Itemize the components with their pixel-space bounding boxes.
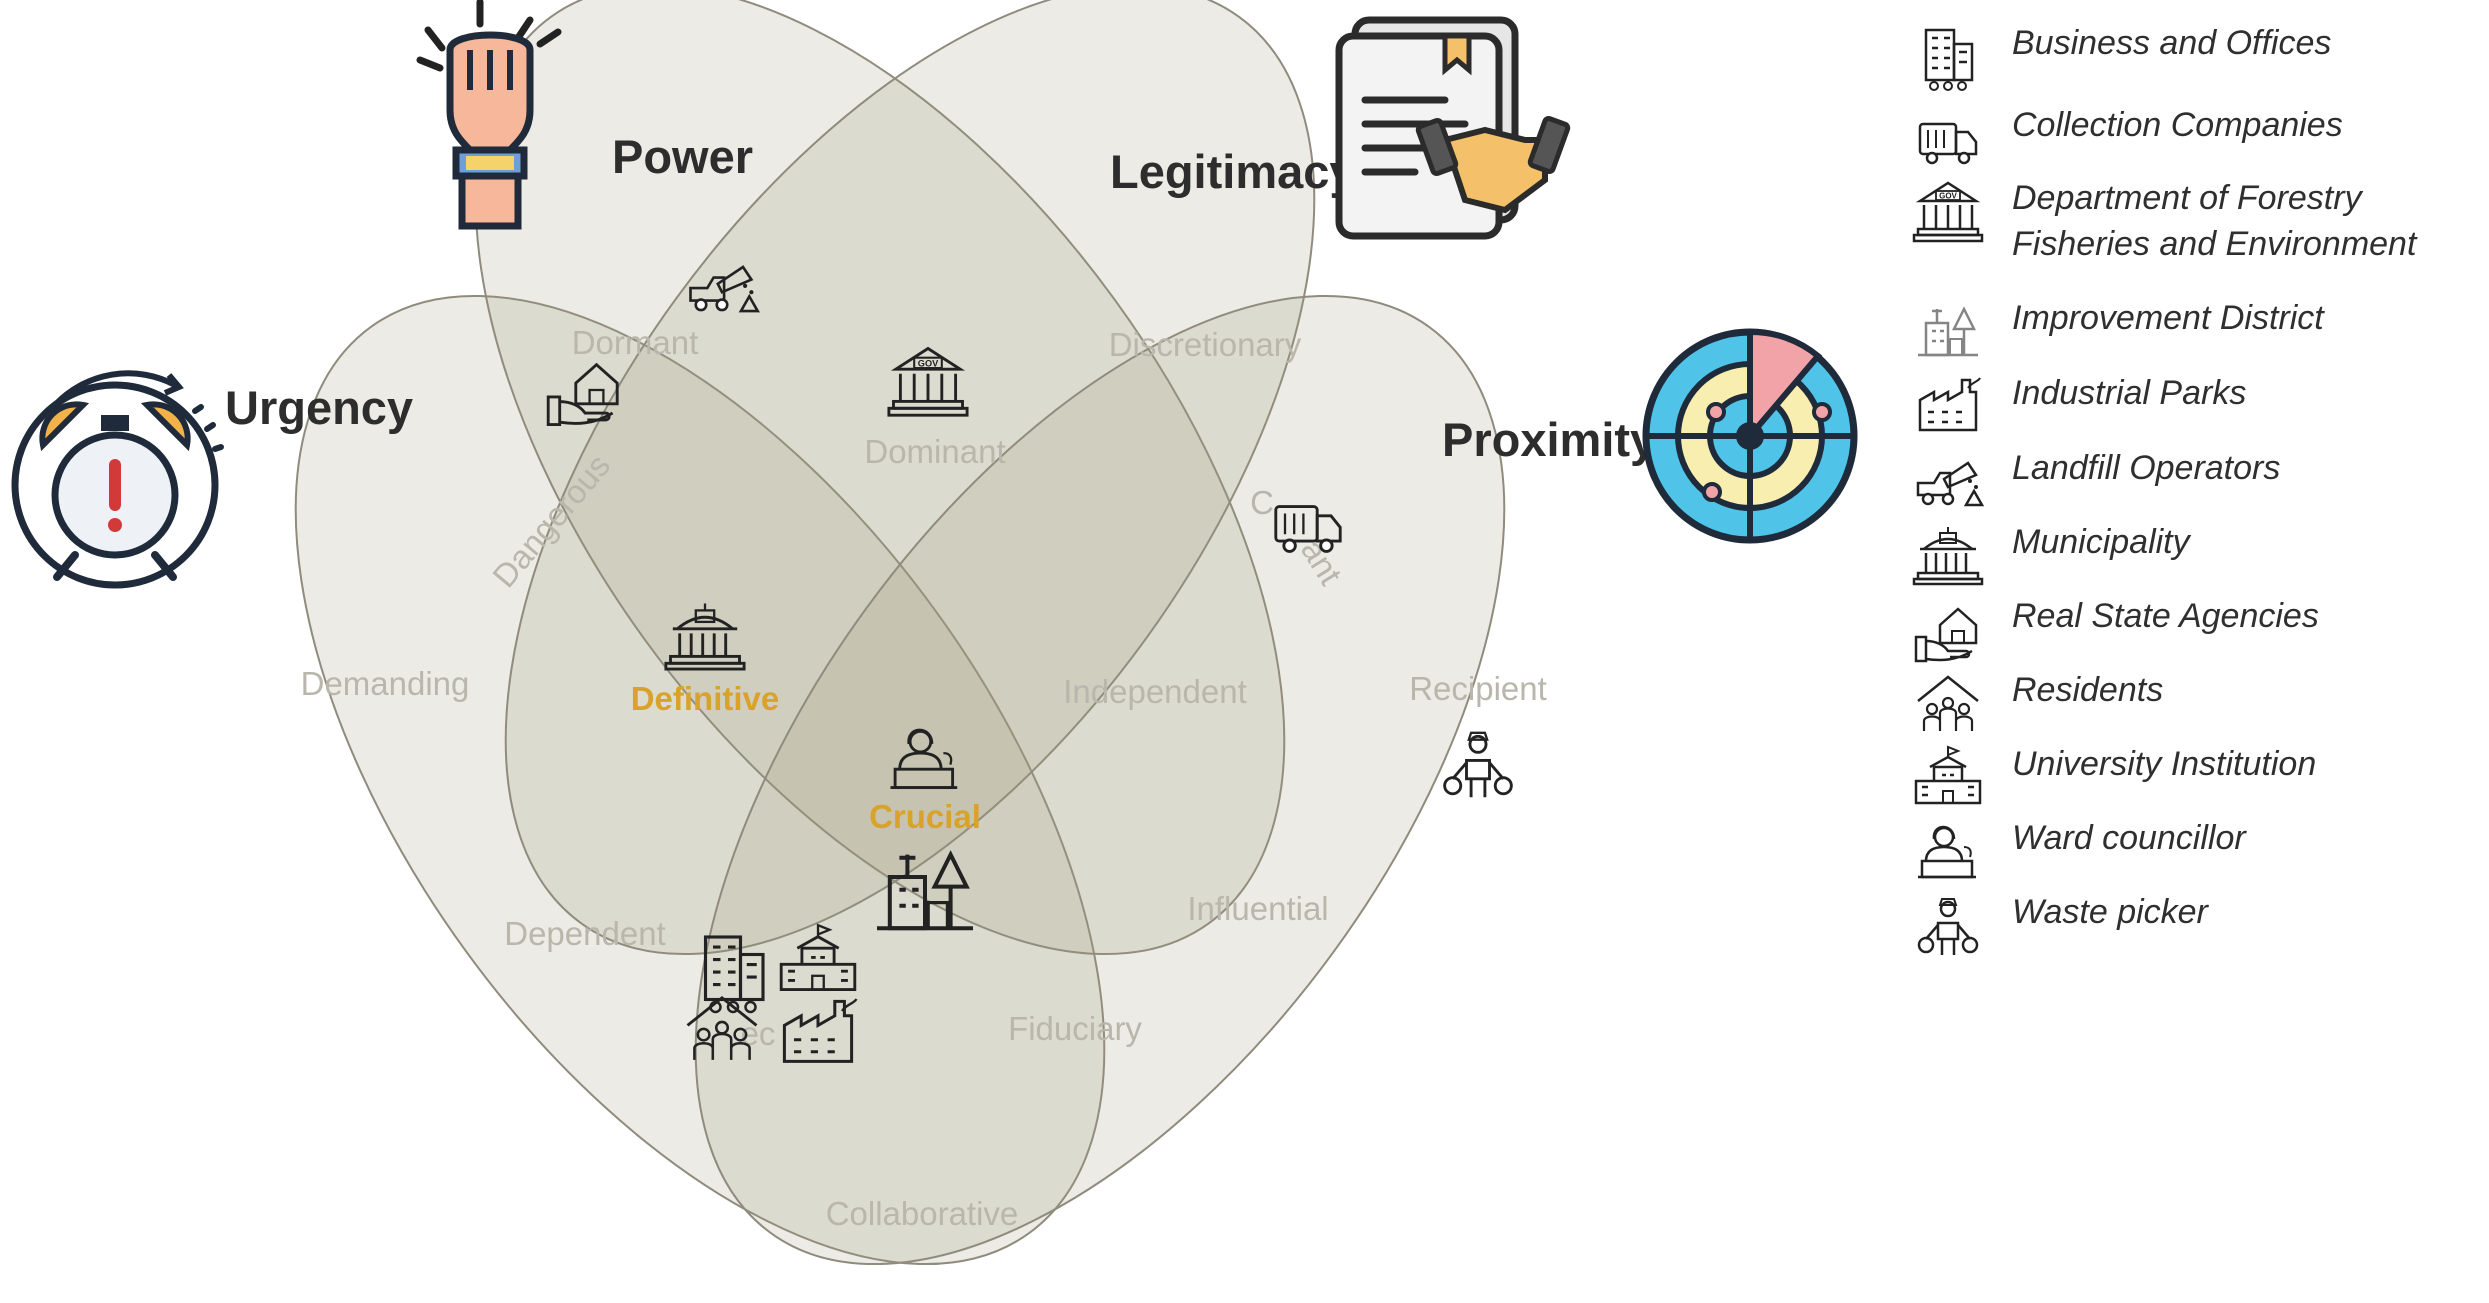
legend-label: Landfill Operators xyxy=(2012,449,2281,487)
dimension-labels: Power Legitimacy Urgency Proximity xyxy=(225,130,1656,466)
councillor-icon xyxy=(1916,825,1978,879)
legend-item: Landfill Operators xyxy=(1908,445,2482,521)
legend-label: Industrial Parks xyxy=(2012,374,2247,412)
radar-icon xyxy=(1642,328,1858,544)
raised-fist-icon xyxy=(416,0,562,230)
government-building-icon xyxy=(1912,181,1984,243)
waste-picker-icon xyxy=(1917,897,1979,957)
region-dormant: Dormant xyxy=(572,324,699,361)
legend-item: Industrial Parks xyxy=(1908,370,2482,446)
legend-item: Real State Agencies xyxy=(1908,593,2482,669)
region-collaborative: Collaborative xyxy=(826,1195,1019,1232)
legend-label: Residents xyxy=(2012,671,2164,709)
contract-handshake-icon xyxy=(1335,16,1571,240)
legend-item: Waste picker xyxy=(1908,889,2482,965)
region-dependent: Dependent xyxy=(504,915,665,952)
legend-label: Municipality xyxy=(2012,523,2190,561)
university-icon xyxy=(1914,745,1982,805)
legend-item: Business and Offices xyxy=(1908,20,2482,96)
legend-label: Waste picker xyxy=(2012,893,2208,931)
legend-label: Real State Agencies xyxy=(2012,597,2319,635)
legend-item: Municipality xyxy=(1908,519,2482,595)
dump-truck-icon xyxy=(1916,461,1984,507)
region-dominant: Dominant xyxy=(864,433,1005,470)
waste-picker-icon xyxy=(1443,731,1513,799)
residents-icon xyxy=(1916,675,1980,733)
garbage-truck-icon xyxy=(1918,122,1978,165)
legend-item: Collection Companies xyxy=(1908,102,2482,178)
legend-label: Business and Offices xyxy=(2012,24,2332,62)
region-demanding: Demanding xyxy=(301,665,470,702)
legend-item: Improvement District xyxy=(1908,295,2482,371)
dimension-proximity-label: Proximity xyxy=(1442,413,1656,466)
power-ellipse xyxy=(474,0,1286,956)
region-labels: Dormant Discretionary Dominant Dangerous… xyxy=(301,324,1547,1232)
region-recipient: Recipient xyxy=(1409,670,1547,707)
region-fiduciary: Fiduciary xyxy=(1008,1010,1142,1047)
legend-item: Ward councillor xyxy=(1908,815,2482,891)
legend-label: University Institution xyxy=(2012,745,2317,783)
dimension-power-label: Power xyxy=(612,130,753,183)
office-building-icon xyxy=(1924,28,1974,92)
venn-ellipses xyxy=(294,0,1506,1266)
legend-item: Department of Forestry Fisheries and Env… xyxy=(1908,175,2482,267)
factory-icon xyxy=(1918,376,1982,432)
legend-label: Collection Companies xyxy=(2012,106,2343,144)
dimension-legitimacy-label: Legitimacy xyxy=(1110,145,1356,198)
alarm-clock-icon xyxy=(11,370,224,589)
legend-label: Ward councillor xyxy=(2012,819,2246,857)
region-influential: Influential xyxy=(1187,890,1328,927)
legend-label: Department of Forestry Fisheries and Env… xyxy=(2012,179,2417,263)
legend-item: University Institution xyxy=(1908,741,2482,817)
urgency-ellipse xyxy=(294,294,1106,1266)
region-crucial: Crucial xyxy=(869,798,981,835)
municipality-icon xyxy=(1912,525,1984,586)
legend-label: Improvement District xyxy=(2012,299,2324,337)
region-discretionary: Discretionary xyxy=(1109,326,1302,363)
house-in-hand-icon xyxy=(1914,607,1978,663)
legitimacy-ellipse xyxy=(504,0,1316,956)
improvement-district-icon xyxy=(1916,307,1980,357)
proximity-ellipse xyxy=(694,294,1506,1266)
region-partial-a: C xyxy=(1250,484,1274,521)
dimension-urgency-label: Urgency xyxy=(225,381,413,434)
legend-item: Residents xyxy=(1908,667,2482,743)
region-independent: Independent xyxy=(1063,673,1247,710)
region-definitive: Definitive xyxy=(631,680,780,717)
